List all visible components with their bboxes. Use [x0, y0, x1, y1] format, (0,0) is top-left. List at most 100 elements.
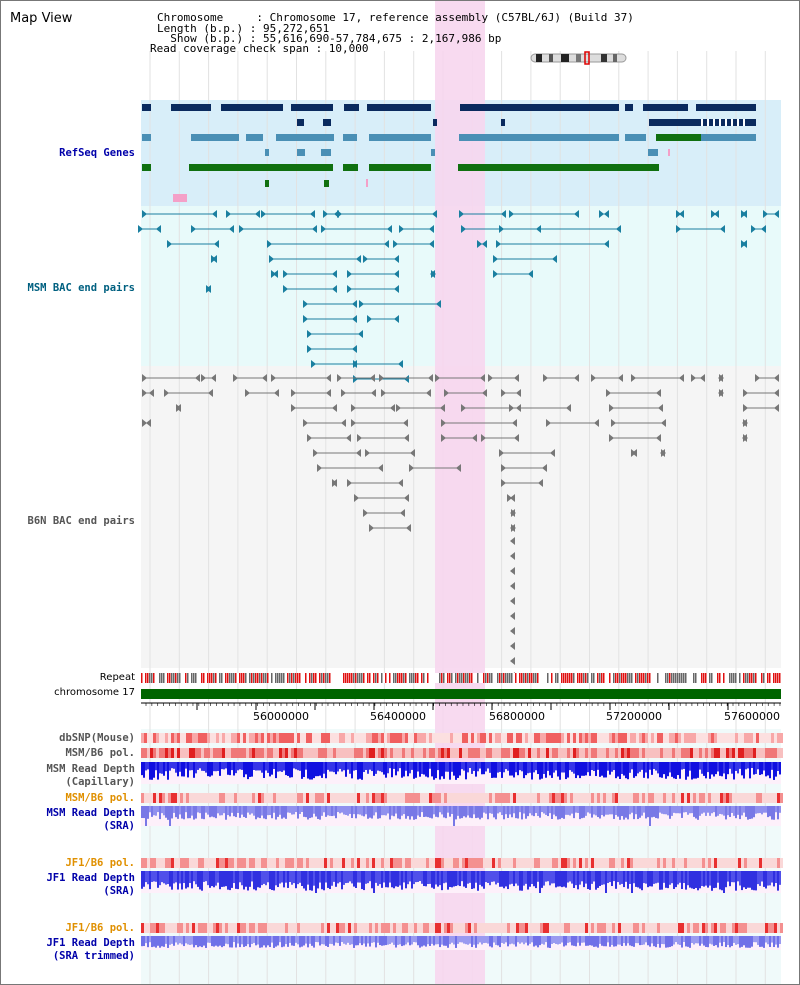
- polymorphism-cell: [522, 793, 525, 803]
- polymorphism-cell: [534, 733, 537, 743]
- read-depth-bar: [741, 936, 743, 947]
- track-label-msm-b6-pol-sra[interactable]: MSM/B6 pol.: [65, 792, 135, 804]
- read-depth-bar: [169, 871, 171, 887]
- polymorphism-cell: [672, 923, 675, 933]
- read-depth-bar: [557, 806, 559, 820]
- read-depth-bar: [539, 871, 541, 893]
- polymorphism-cell: [294, 748, 297, 758]
- polymorphism-cell: [174, 923, 177, 933]
- read-depth-bar: [359, 936, 361, 944]
- read-depth-bar: [595, 871, 597, 890]
- polymorphism-cell: [735, 748, 738, 758]
- polymorphism-cell: [633, 858, 636, 868]
- read-depth-bar: [607, 871, 609, 884]
- polymorphism-cell: [345, 793, 348, 803]
- polymorphism-cell: [591, 793, 594, 803]
- read-depth-bar: [681, 806, 683, 818]
- polymorphism-cell: [495, 923, 498, 933]
- polymorphism-cell: [777, 793, 780, 803]
- track-label-msm-b6-pol[interactable]: MSM/B6 pol.: [65, 747, 135, 759]
- polymorphism-cell: [597, 793, 600, 803]
- track-label-jf1-b6-pol[interactable]: JF1/B6 pol.: [65, 857, 135, 869]
- read-depth-bar: [293, 936, 295, 946]
- polymorphism-cell: [291, 733, 294, 743]
- track-label-msm-depth-sra[interactable]: MSM Read Depth: [46, 807, 135, 819]
- polymorphism-cell: [627, 793, 630, 803]
- bac-end: [303, 315, 308, 323]
- polymorphism-cell: [687, 733, 690, 743]
- repeat-element: [637, 673, 639, 683]
- read-depth-bar: [577, 936, 579, 943]
- polymorphism-cell: [669, 748, 672, 758]
- polymorphism-cell: [321, 733, 324, 743]
- track-label-jf1-depth-trimmed[interactable]: JF1 Read Depth: [46, 937, 135, 949]
- bac-end: [632, 449, 637, 457]
- read-depth-bar: [777, 936, 779, 948]
- read-depth-bar: [265, 806, 267, 820]
- read-depth-bar: [527, 871, 529, 890]
- read-depth-bar: [189, 806, 191, 819]
- read-depth-bar: [699, 936, 701, 946]
- repeat-element: [397, 673, 399, 683]
- read-depth-bar: [525, 762, 527, 776]
- polymorphism-cell: [567, 733, 570, 743]
- track-label-dbsnp[interactable]: dbSNP(Mouse): [59, 732, 135, 744]
- track-label-msm-bac[interactable]: MSM BAC end pairs: [27, 282, 135, 294]
- gene-block: [668, 149, 670, 156]
- read-depth-bar: [637, 762, 639, 774]
- read-depth-bar: [537, 936, 539, 948]
- polymorphism-cell: [468, 748, 471, 758]
- read-depth-bar: [313, 936, 315, 948]
- repeat-element: [357, 673, 359, 683]
- track-label-refseq[interactable]: RefSeq Genes: [59, 147, 135, 159]
- read-depth-bar: [639, 762, 641, 772]
- polymorphism-cell: [657, 793, 660, 803]
- read-depth-bar: [257, 762, 259, 771]
- polymorphism-cell: [207, 923, 210, 933]
- track-label-jf1-depth-sra[interactable]: JF1 Read Depth: [46, 872, 135, 884]
- repeat-element: [191, 673, 193, 683]
- polymorphism-cell: [573, 793, 576, 803]
- polymorphism-cell: [249, 733, 252, 743]
- track-label-b6n-bac[interactable]: B6N BAC end pairs: [27, 515, 135, 527]
- polymorphism-cell: [759, 748, 762, 758]
- read-depth-bar: [747, 806, 749, 820]
- read-depth-bar: [281, 871, 283, 883]
- read-depth-bar: [561, 871, 563, 888]
- read-depth-bar: [735, 871, 737, 891]
- read-depth-bar: [287, 806, 289, 813]
- read-depth-bar: [709, 806, 711, 816]
- polymorphism-cell: [636, 793, 639, 803]
- polymorphism-cell: [618, 858, 621, 868]
- polymorphism-cell: [714, 793, 717, 803]
- polymorphism-cell: [279, 733, 282, 743]
- polymorphism-cell: [267, 858, 270, 868]
- read-depth-bar: [711, 806, 713, 814]
- polymorphism-cell: [354, 858, 357, 868]
- read-depth-bar: [717, 871, 719, 883]
- polymorphism-cell: [186, 748, 189, 758]
- read-depth-bar: [349, 762, 351, 774]
- read-depth-bar: [659, 762, 661, 778]
- read-depth-bar: [265, 762, 267, 771]
- read-depth-bar: [155, 936, 157, 948]
- polymorphism-cell: [756, 793, 759, 803]
- polymorphism-cell: [405, 733, 408, 743]
- polymorphism-cell: [624, 793, 627, 803]
- track-label-jf1-b6-pol-trimmed[interactable]: JF1/B6 pol.: [65, 922, 135, 934]
- polymorphism-cell: [354, 748, 357, 758]
- read-depth-bar: [447, 871, 449, 890]
- polymorphism-cell: [642, 858, 645, 868]
- polymorphism-cell: [747, 733, 750, 743]
- read-depth-bar: [221, 871, 223, 887]
- polymorphism-cell: [384, 793, 387, 803]
- read-depth-bar: [205, 806, 207, 813]
- read-depth-bar: [177, 806, 179, 819]
- read-depth-bar: [563, 806, 565, 819]
- read-depth-bar: [649, 806, 651, 826]
- gene-block: [297, 149, 305, 156]
- read-depth-bar: [769, 871, 771, 886]
- track-label-msm-depth-capillary[interactable]: MSM Read Depth: [46, 763, 135, 775]
- read-depth-bar: [377, 806, 379, 819]
